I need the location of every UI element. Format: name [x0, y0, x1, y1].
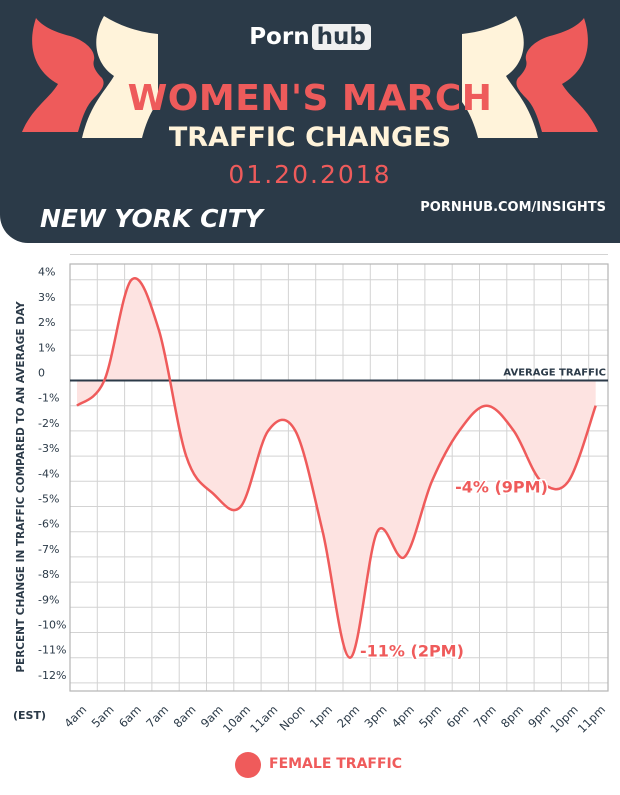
- y-tick-label: -8%: [38, 568, 59, 581]
- x-tick-label: 4am: [61, 702, 89, 730]
- y-tick-label: 0: [38, 367, 45, 380]
- x-tick-label: 4pm: [389, 702, 417, 730]
- logo-text-left: Porn: [249, 24, 310, 50]
- y-axis-ticks: 4% 3% 2% 1% 0 -1% -2% -3% -4% -5% -6% -7% -8% -9% -10%…: [38, 266, 66, 682]
- y-tick-label: -4%: [38, 467, 59, 480]
- woman-profile-icon-left: [22, 16, 158, 138]
- baseline-label: AVERAGE TRAFFIC: [503, 368, 606, 379]
- y-tick-label: 1%: [38, 341, 55, 354]
- y-tick-label: -11%: [38, 644, 66, 657]
- x-tick-label: 1pm: [307, 702, 335, 730]
- y-tick-label: -2%: [38, 417, 59, 430]
- x-axis-unit-label: (EST): [13, 709, 46, 722]
- y-tick-label: -12%: [38, 669, 66, 682]
- chart-grid: [69, 254, 609, 692]
- x-tick-label: 5pm: [416, 702, 444, 730]
- x-tick-label: 10pm: [547, 702, 580, 735]
- x-tick-label: 2pm: [334, 702, 362, 730]
- y-tick-label: -7%: [38, 543, 59, 556]
- city-label: NEW YORK CITY: [40, 204, 263, 233]
- y-tick-label: -9%: [38, 593, 59, 606]
- x-tick-label: 5am: [89, 702, 117, 730]
- header-banner: Porn hub WOMEN'S MARCH TRAFFIC CHANGES 01…: [0, 0, 620, 243]
- traffic-chart: AVERAGE TRAFFIC 4% 3% 2% 1% 0 -1% -2% -3% -4% -5%…: [13, 254, 609, 736]
- annotation-label: -11% (2PM): [360, 642, 464, 661]
- traffic-area-fill: [77, 278, 596, 658]
- chart-annotations: +4% (6AM)-11% (2PM)-4% (9PM): [359, 476, 550, 662]
- x-tick-label: Noon: [277, 702, 308, 733]
- site-link: PORNHUB.COM/INSIGHTS: [420, 200, 606, 215]
- x-tick-label: 10am: [220, 702, 253, 735]
- page-subtitle: TRAFFIC CHANGES: [168, 122, 452, 153]
- legend-label-female-traffic: FEMALE TRAFFIC: [269, 756, 403, 772]
- event-date: 01.20.2018: [228, 160, 392, 189]
- x-tick-label: 6pm: [443, 702, 471, 730]
- x-tick-label: 11pm: [575, 702, 608, 735]
- x-tick-label: 7am: [143, 702, 171, 730]
- plot-frame: [69, 263, 609, 692]
- series-line-female-traffic: [76, 276, 597, 659]
- x-tick-label: 3pm: [361, 702, 389, 730]
- annotation-label: -4% (9PM): [455, 477, 548, 496]
- brand-logo: Porn hub: [0, 24, 620, 50]
- legend-swatch-female-traffic: [235, 752, 261, 778]
- logo-text-right: hub: [311, 24, 371, 50]
- x-tick-label: 11am: [247, 702, 280, 735]
- page-title: WOMEN'S MARCH: [127, 78, 493, 119]
- y-tick-label: 4%: [38, 266, 55, 279]
- woman-profile-icon-right: [462, 16, 598, 138]
- y-tick-label: -3%: [38, 442, 59, 455]
- y-tick-label: 3%: [38, 291, 55, 304]
- x-tick-label: 6am: [116, 702, 144, 730]
- x-tick-label: 8pm: [498, 702, 526, 730]
- y-tick-label: -5%: [38, 493, 59, 506]
- y-tick-label: -6%: [38, 518, 59, 531]
- y-axis-label: PERCENT CHANGE IN TRAFFIC COMPARED TO AN…: [15, 301, 27, 673]
- y-tick-label: -10%: [38, 619, 66, 632]
- x-tick-label: 8am: [171, 702, 199, 730]
- y-tick-label: 2%: [38, 316, 55, 329]
- x-tick-label: 7pm: [471, 702, 499, 730]
- y-tick-label: -1%: [38, 392, 59, 405]
